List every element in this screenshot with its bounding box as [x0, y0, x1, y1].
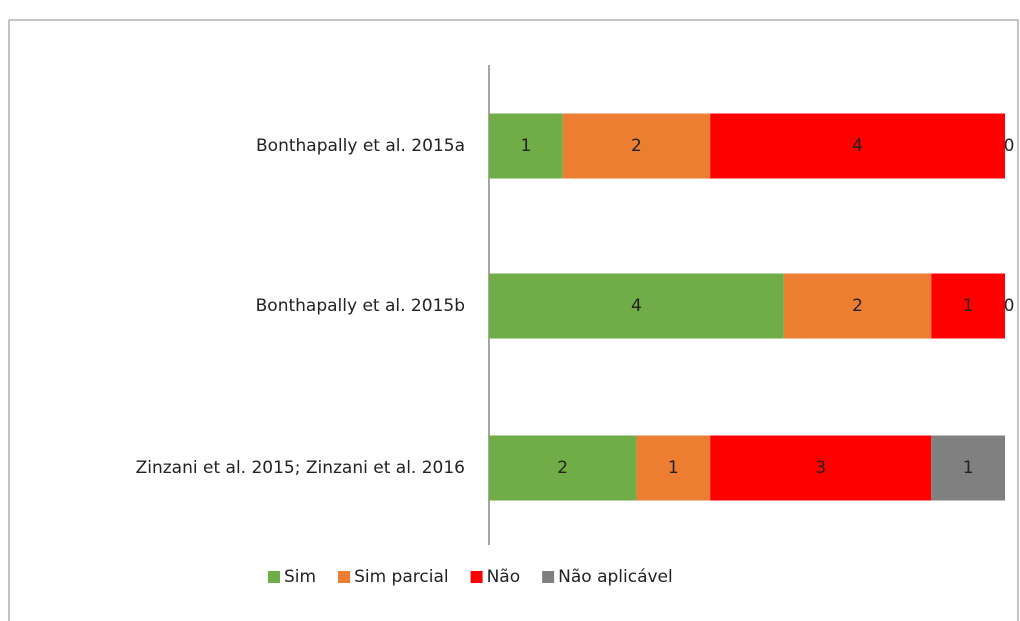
data-label: 2 — [631, 136, 642, 156]
bar-segment — [783, 273, 932, 339]
bar-segment — [489, 435, 637, 501]
y-tick-label: Zinzani et al. 2015; Zinzani et al. 2016 — [136, 458, 465, 478]
bar-segment — [931, 273, 1005, 339]
bar-segment — [710, 435, 932, 501]
chart-frame — [8, 19, 1019, 621]
bar-segment — [562, 113, 711, 179]
data-label: 1 — [963, 458, 974, 478]
bar-segment — [931, 435, 1005, 501]
bar-segment — [710, 113, 1005, 179]
legend-label: Sim parcial — [354, 567, 449, 587]
legend-swatch — [268, 571, 280, 583]
data-label: 2 — [557, 458, 568, 478]
y-tick-label: Bonthapally et al. 2015b — [256, 296, 465, 316]
y-tick-label: Bonthapally et al. 2015a — [256, 136, 465, 156]
legend-swatch — [470, 571, 483, 583]
bar-segment — [489, 273, 784, 339]
legend-swatch — [338, 571, 351, 583]
data-label: 1 — [963, 296, 974, 316]
data-label: 1 — [668, 458, 679, 478]
legend-label: Não aplicável — [558, 567, 673, 587]
data-label: 3 — [815, 458, 826, 478]
data-label: 0 — [1004, 136, 1015, 156]
legend-swatch — [542, 571, 555, 583]
data-label: 1 — [520, 136, 531, 156]
legend-label: Não — [487, 567, 521, 587]
bar-segment — [489, 113, 563, 179]
data-label: 4 — [852, 136, 863, 156]
data-label: 0 — [1004, 296, 1015, 316]
bar-segment — [636, 435, 711, 501]
data-label: 2 — [852, 296, 863, 316]
legend-label: Sim — [284, 567, 316, 587]
data-label: 4 — [631, 296, 642, 316]
